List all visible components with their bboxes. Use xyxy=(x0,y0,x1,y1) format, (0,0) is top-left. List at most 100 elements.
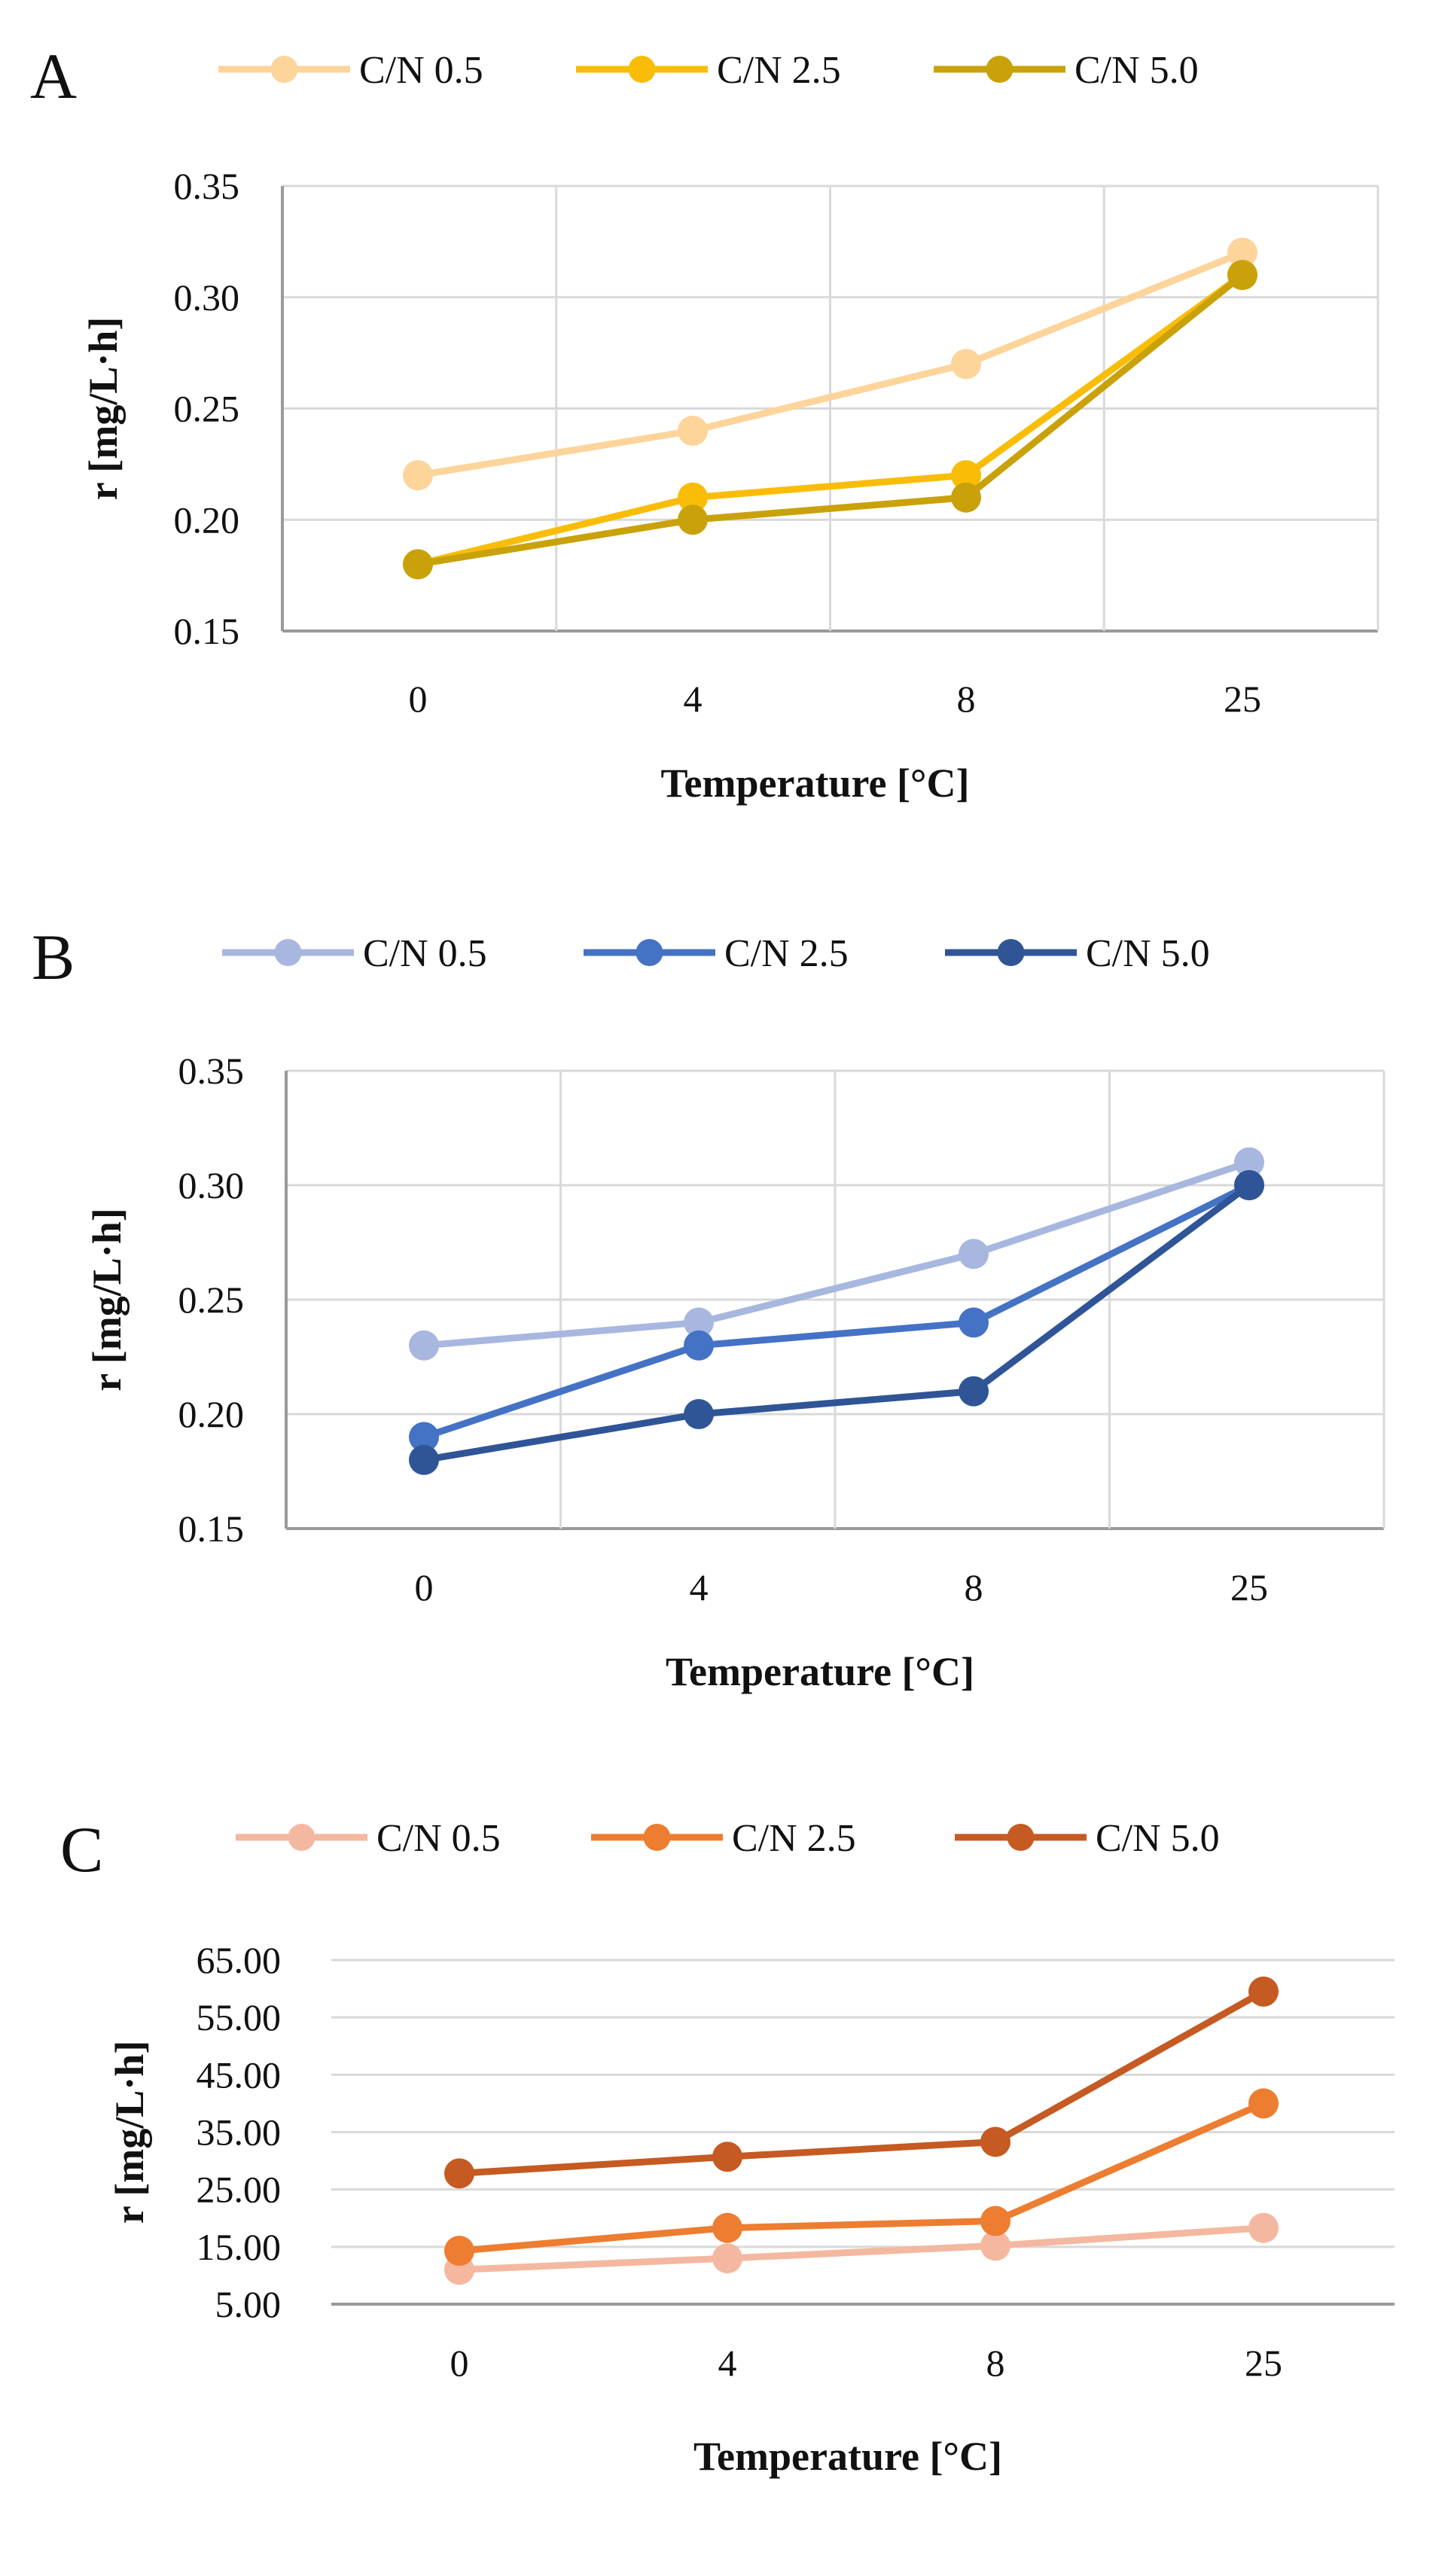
y-tick-label: 65.00 xyxy=(197,1939,282,1981)
y-tick-label: 55.00 xyxy=(197,1996,282,2038)
data-point xyxy=(951,460,981,491)
legend-marker xyxy=(643,1824,671,1851)
legend-marker xyxy=(274,939,302,966)
data-point xyxy=(951,482,981,513)
legend-marker xyxy=(270,56,298,83)
series-line-1 xyxy=(459,2224,1264,2273)
legend-marker xyxy=(288,1824,315,1851)
x-axis-title: Temperature [°C] xyxy=(693,2434,1002,2479)
x-tick-label: 25 xyxy=(1230,1566,1268,1608)
legend-label: C/N 0.5 xyxy=(359,49,483,92)
series-line-3 xyxy=(459,1988,1266,2177)
legend-label: C/N 5.0 xyxy=(1074,49,1199,92)
x-axis-title: Temperature [°C] xyxy=(666,1649,974,1694)
y-tick-label: 0.20 xyxy=(174,498,240,541)
legend-label: C/N 0.5 xyxy=(376,1817,501,1860)
x-axis-title: Temperature [°C] xyxy=(660,761,969,806)
series-line-1 xyxy=(423,1159,1251,1349)
y-tick-label: 0.25 xyxy=(178,1279,245,1321)
series-line-2 xyxy=(416,272,1245,568)
data-point xyxy=(1227,260,1257,291)
legend-label: C/N 2.5 xyxy=(717,49,841,92)
x-tick-label: 8 xyxy=(957,678,976,720)
y-tick-label: 0.20 xyxy=(178,1393,245,1435)
legend-marker xyxy=(1007,1824,1035,1851)
data-point xyxy=(980,2126,1010,2157)
series-line-2 xyxy=(459,2100,1265,2254)
panel-letter: B xyxy=(32,921,75,993)
data-point xyxy=(1248,2212,1279,2243)
y-tick-label: 0.35 xyxy=(178,1050,245,1092)
x-tick-label: 4 xyxy=(690,1566,709,1608)
y-tick-label: 0.30 xyxy=(174,276,240,319)
y-axis-title: r [mg/L·h] xyxy=(84,1208,130,1392)
panel-letter: A xyxy=(30,40,77,112)
y-tick-label: 25.00 xyxy=(197,2169,282,2211)
legend-marker xyxy=(636,939,663,966)
data-point xyxy=(980,2206,1010,2236)
data-point xyxy=(403,460,433,491)
data-point xyxy=(712,2243,742,2274)
y-tick-label: 0.25 xyxy=(174,388,240,430)
data-point xyxy=(980,2230,1010,2261)
data-point xyxy=(1248,1976,1279,2007)
x-tick-label: 0 xyxy=(409,678,428,720)
x-tick-label: 25 xyxy=(1224,678,1261,720)
legend-label: C/N 2.5 xyxy=(724,932,849,975)
x-tick-label: 4 xyxy=(684,678,703,720)
data-point xyxy=(959,1239,989,1270)
x-tick-label: 4 xyxy=(718,2342,737,2384)
series-line-3 xyxy=(423,1182,1251,1464)
x-tick-label: 0 xyxy=(450,2342,469,2384)
data-point xyxy=(959,1376,989,1407)
series-line-2 xyxy=(422,1181,1251,1440)
panel-letter: C xyxy=(60,1813,103,1886)
data-point xyxy=(678,416,708,447)
data-point xyxy=(1234,1170,1264,1200)
data-point xyxy=(403,549,433,580)
legend-label: C/N 5.0 xyxy=(1096,1817,1220,1860)
data-point xyxy=(678,482,708,513)
data-point xyxy=(444,2158,474,2189)
data-point xyxy=(444,2236,474,2267)
x-tick-label: 8 xyxy=(965,1566,983,1608)
x-tick-label: 0 xyxy=(415,1566,434,1608)
data-point xyxy=(1227,237,1257,268)
series-line-3 xyxy=(417,272,1245,568)
legend-label: C/N 5.0 xyxy=(1086,932,1210,975)
y-tick-label: 0.30 xyxy=(178,1164,245,1206)
x-tick-label: 25 xyxy=(1245,2342,1282,2384)
series-line-1 xyxy=(417,249,1244,479)
data-point xyxy=(678,505,708,535)
data-point xyxy=(409,1444,439,1475)
y-tick-label: 0.35 xyxy=(174,165,240,207)
data-point xyxy=(684,1399,714,1429)
data-point xyxy=(712,2142,742,2172)
chart-panel-c: C 5.00 15.00 25.00 35.00 45.00 55.00 65.00 0 4 8 25… xyxy=(60,1813,1395,2479)
y-tick-label: 15.00 xyxy=(197,2226,282,2268)
y-tick-label: 45.00 xyxy=(197,2053,282,2096)
data-point xyxy=(959,1307,989,1338)
data-point xyxy=(712,2212,742,2243)
data-point xyxy=(409,1422,439,1453)
y-axis-title: r [mg/L·h] xyxy=(81,317,126,501)
legend-label: C/N 0.5 xyxy=(363,932,487,975)
y-axis-title: r [mg/L·h] xyxy=(107,2041,152,2224)
legend-marker xyxy=(986,56,1014,83)
legend-marker xyxy=(628,56,656,83)
chart-panel-a: A 0.15 0.20 0.25 0.30 0.35 0 4 8 25 Temperature [°… xyxy=(30,40,1379,806)
chart-panel-b: B 0.15 0.20 0.25 0.30 0.35 0 4 8 25 Temperature [°… xyxy=(32,921,1385,1694)
data-point xyxy=(409,1330,439,1361)
legend-label: C/N 2.5 xyxy=(732,1817,856,1860)
y-tick-label: 0.15 xyxy=(178,1507,245,1550)
x-tick-label: 8 xyxy=(986,2342,1005,2384)
data-point xyxy=(684,1307,714,1338)
y-tick-label: 35.00 xyxy=(197,2111,282,2154)
y-tick-label: 5.00 xyxy=(215,2283,282,2325)
y-tick-label: 0.15 xyxy=(174,610,240,652)
data-point xyxy=(951,349,981,380)
legend-marker xyxy=(997,939,1025,966)
data-point xyxy=(1248,2088,1279,2119)
data-point xyxy=(684,1330,714,1361)
